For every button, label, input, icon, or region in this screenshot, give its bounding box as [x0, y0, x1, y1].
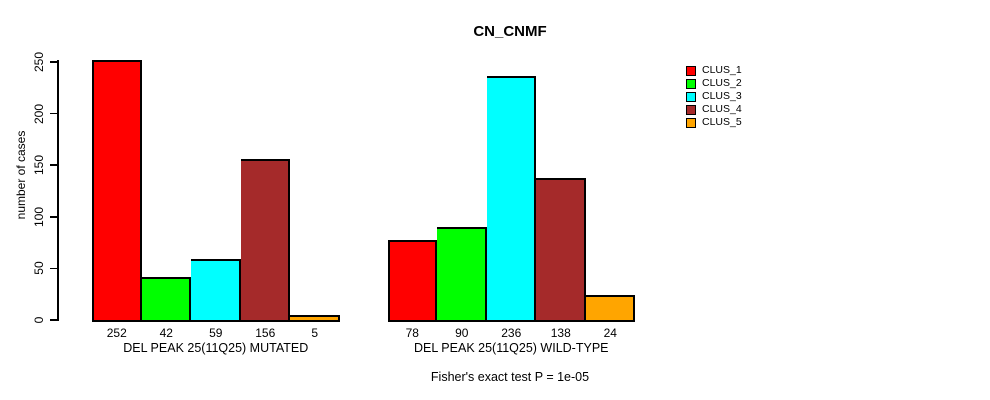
legend-swatch-icon	[686, 117, 696, 128]
bar-clus_4-group1	[240, 159, 290, 322]
legend-item-clus_5: CLUS_5	[686, 116, 742, 129]
category-label-wild-type: DEL PEAK 25(11Q25) WILD-TYPE	[413, 341, 609, 355]
legend-swatch-icon	[686, 104, 696, 115]
y-axis-tick-label: 150	[31, 155, 46, 176]
y-axis-tick-label: 200	[31, 103, 46, 124]
y-axis-label: number of cases	[14, 130, 28, 220]
bar-clus_4-group2	[536, 177, 586, 322]
bar-value-label: 138	[550, 326, 571, 340]
bar-value-label: 252	[106, 326, 127, 340]
bar-clus_3-group2	[486, 76, 536, 322]
bar-clus_3-group1	[191, 259, 241, 322]
fisher-test-annotation: Fisher's exact test P = 1e-05	[430, 370, 590, 384]
legend-label: CLUS_2	[702, 77, 742, 89]
legend-label: CLUS_5	[702, 116, 742, 128]
bar-clus_1-group2	[387, 239, 437, 322]
legend-label: CLUS_4	[702, 103, 742, 115]
legend-swatch-icon	[686, 91, 696, 102]
legend-item-clus_2: CLUS_2	[686, 77, 742, 90]
bar-clus_5-group2	[585, 295, 635, 322]
y-axis-tick-label: 50	[31, 261, 46, 276]
y-axis-tick	[50, 164, 57, 166]
bar-clus_2-group2	[437, 227, 487, 322]
y-axis-tick-label: 0	[31, 316, 46, 324]
y-axis-tick	[50, 319, 57, 321]
chart-title: CN_CNMF	[473, 23, 547, 40]
y-axis-tick	[50, 267, 57, 270]
legend-label: CLUS_3	[702, 90, 742, 102]
bar-value-label: 90	[455, 326, 469, 340]
bar-clus_5-group1	[290, 314, 340, 322]
bar-value-label: 78	[405, 326, 419, 340]
legend-swatch-icon	[686, 78, 696, 89]
legend-item-clus_4: CLUS_4	[686, 103, 742, 116]
bar-value-label: 5	[311, 326, 319, 340]
legend-item-clus_3: CLUS_3	[686, 90, 742, 103]
bar-value-label: 42	[159, 326, 173, 340]
y-axis-tick	[50, 112, 57, 115]
y-axis-line	[57, 60, 59, 321]
bar-clus_2-group1	[141, 276, 191, 322]
legend-swatch-icon	[686, 65, 696, 76]
legend-item-clus_1: CLUS_1	[686, 64, 742, 77]
category-label-mutated: DEL PEAK 25(11Q25) MUTATED	[123, 341, 309, 355]
legend-label: CLUS_1	[702, 64, 742, 76]
bar-clus_1-group1	[92, 59, 142, 322]
y-axis-tick-label: 250	[31, 51, 46, 73]
bar-value-label: 24	[603, 326, 617, 340]
y-axis-tick	[50, 216, 57, 218]
bar-value-label: 156	[255, 326, 276, 340]
y-axis-tick	[50, 61, 57, 63]
y-axis-tick-label: 100	[31, 206, 46, 227]
legend: CLUS_1 CLUS_2 CLUS_3 CLUS_4 CLUS_5	[686, 64, 742, 129]
bar-value-label: 236	[501, 326, 522, 340]
bar-value-label: 59	[209, 326, 223, 340]
